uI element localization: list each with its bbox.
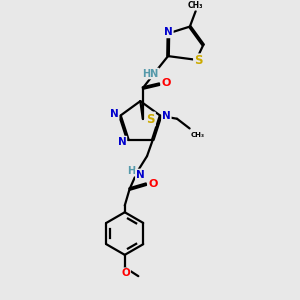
Text: S: S (194, 54, 202, 67)
Text: CH₃: CH₃ (190, 132, 205, 138)
Text: N: N (110, 109, 118, 119)
Text: N: N (164, 27, 173, 38)
Text: N: N (136, 169, 145, 179)
Text: O: O (161, 78, 171, 88)
Text: CH₃: CH₃ (188, 1, 203, 10)
Text: HN: HN (142, 68, 159, 79)
Text: S: S (146, 112, 155, 125)
Text: O: O (122, 268, 130, 278)
Text: H: H (128, 166, 136, 176)
Text: N: N (118, 136, 126, 147)
Text: N: N (162, 111, 171, 121)
Text: O: O (148, 179, 158, 189)
